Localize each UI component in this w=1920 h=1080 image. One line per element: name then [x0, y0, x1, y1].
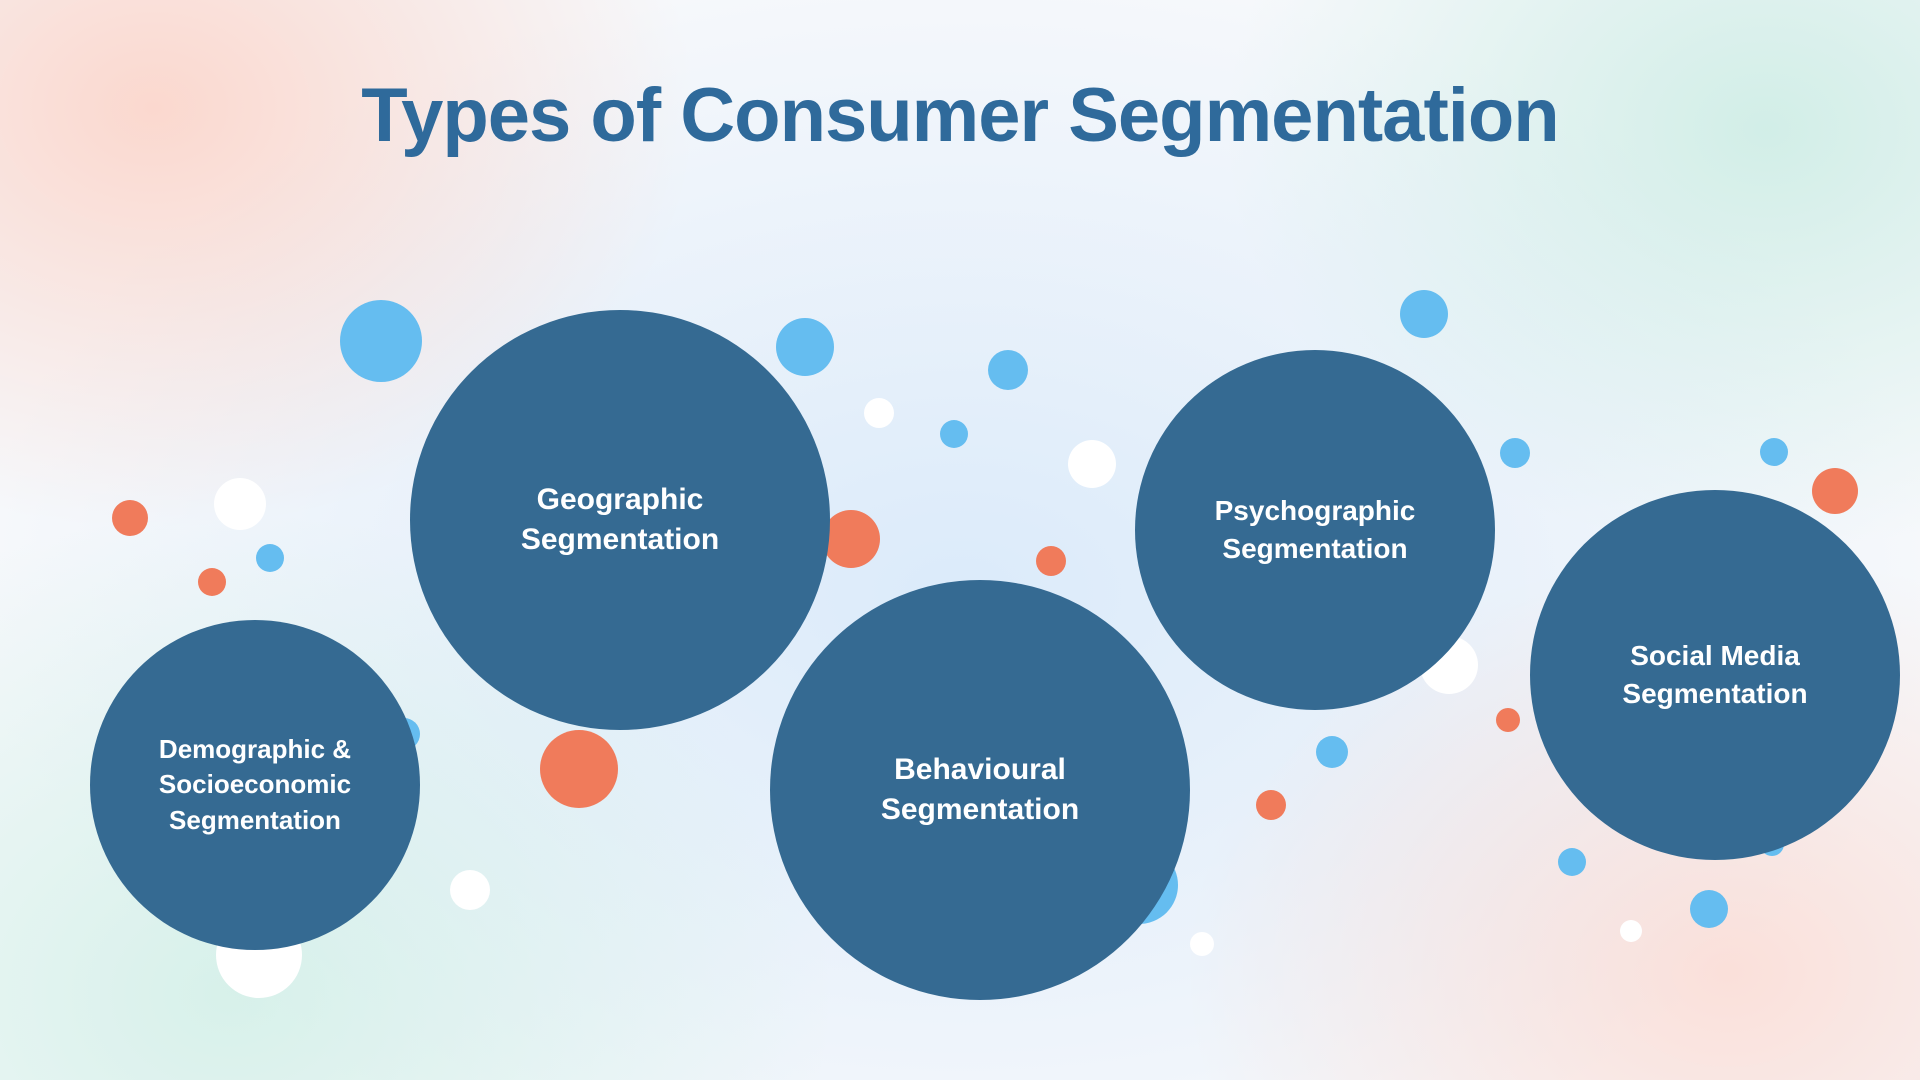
decorative-dot	[1812, 468, 1858, 514]
decorative-dot	[1496, 708, 1520, 732]
decorative-dot	[1690, 890, 1728, 928]
segmentation-bubble-label: Social Media Segmentation	[1554, 637, 1876, 713]
decorative-dot	[540, 730, 618, 808]
segmentation-bubble-label: Behavioural Segmentation	[794, 750, 1166, 831]
segmentation-bubble-label: Demographic & Socioeconomic Segmentation	[114, 732, 396, 837]
decorative-dot	[864, 398, 894, 428]
decorative-dot	[1190, 932, 1214, 956]
segmentation-bubble-socialmedia: Social Media Segmentation	[1530, 490, 1900, 860]
decorative-dot	[340, 300, 422, 382]
decorative-dot	[198, 568, 226, 596]
decorative-dot	[450, 870, 490, 910]
segmentation-bubble-label: Psychographic Segmentation	[1159, 492, 1471, 568]
decorative-dot	[940, 420, 968, 448]
decorative-dot	[256, 544, 284, 572]
decorative-dot	[1500, 438, 1530, 468]
decorative-dot	[1068, 440, 1116, 488]
segmentation-bubble-geographic: Geographic Segmentation	[410, 310, 830, 730]
decorative-dot	[214, 478, 266, 530]
segmentation-bubble-label: Geographic Segmentation	[434, 480, 806, 561]
segmentation-bubble-behavioural: Behavioural Segmentation	[770, 580, 1190, 1000]
decorative-dot	[776, 318, 834, 376]
page-title: Types of Consumer Segmentation	[0, 72, 1920, 159]
decorative-dot	[1620, 920, 1642, 942]
decorative-dot	[1256, 790, 1286, 820]
decorative-dot	[1316, 736, 1348, 768]
decorative-dot	[822, 510, 880, 568]
decorative-dot	[1558, 848, 1586, 876]
decorative-dot	[1760, 438, 1788, 466]
decorative-dot	[1400, 290, 1448, 338]
decorative-dot	[988, 350, 1028, 390]
decorative-dot	[1036, 546, 1066, 576]
segmentation-bubble-psychographic: Psychographic Segmentation	[1135, 350, 1495, 710]
segmentation-bubble-demographic: Demographic & Socioeconomic Segmentation	[90, 620, 420, 950]
decorative-dot	[112, 500, 148, 536]
